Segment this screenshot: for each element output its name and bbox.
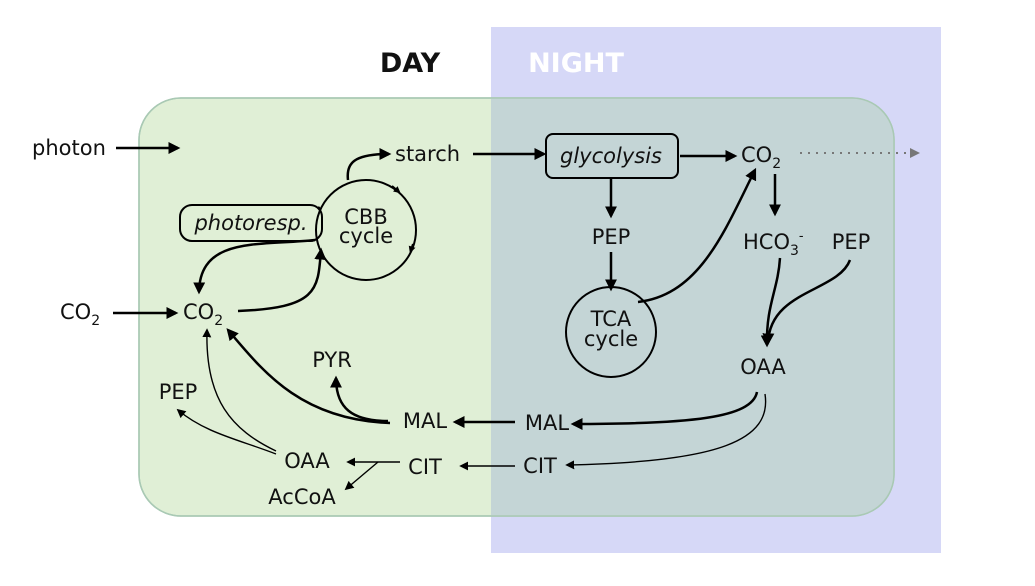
mal-day-label: MAL (403, 409, 447, 433)
arrow-mal-to-pyr (330, 375, 389, 423)
cell-border (138, 97, 895, 517)
arrow-oaa-to-cit-night (565, 393, 767, 470)
mal-night-label: MAL (525, 411, 569, 435)
oaa-day-label: OAA (284, 449, 330, 473)
arrow-photoresp-to-co2 (193, 238, 316, 295)
arrow-mal-to-co2 (226, 328, 391, 425)
pyr-label: PYR (312, 348, 352, 372)
arrow-oaa-to-mal-night (570, 391, 759, 430)
arrow-oaa-to-co2 (202, 328, 277, 452)
pep-night-label: PEP (592, 225, 631, 249)
arrow-cit-to-accoa (344, 461, 379, 491)
night-header: NIGHT (528, 48, 624, 79)
oaa-night-label: OAA (740, 355, 786, 379)
cbb-cycle-circle (315, 179, 417, 281)
cbb-cycle-direction-mark (408, 243, 416, 254)
arrow-oaa-to-pep (176, 408, 277, 455)
pep-day-label: PEP (159, 380, 198, 404)
glycolysis-label: glycolysis (560, 144, 662, 168)
co2-internal-label: CO2 (183, 300, 223, 329)
co2-external-label: CO2 (60, 300, 100, 329)
arrow-co2-to-cbb (237, 247, 327, 313)
accoa-label: AcCoA (268, 485, 336, 509)
day-header: DAY (380, 48, 441, 79)
arrow-pep-to-oaa (762, 259, 852, 346)
tca-cycle-label-line2: cycle (584, 327, 638, 351)
photoresp-label: photoresp. (193, 211, 307, 235)
pep-right-label: PEP (832, 230, 871, 254)
arrow-cbb-to-starch (346, 148, 392, 181)
cit-night-label: CIT (523, 454, 557, 478)
photon-label: photon (32, 136, 106, 160)
co2-night-label: CO2 (741, 143, 781, 172)
arrow-tca-to-co2 (637, 167, 757, 304)
tca-cycle-label-line1: TCA (590, 307, 632, 331)
photoresp-box (179, 204, 323, 242)
arrow-cbb-to-photoresp (317, 206, 321, 210)
hco3-label: HCO3- (743, 229, 804, 259)
starch-label: starch (395, 142, 460, 166)
cell-night-overlap (491, 98, 894, 516)
cbb-cycle-label-line1: CBB (344, 205, 387, 229)
cbb-cycle-label-line2: cycle (339, 224, 393, 248)
cit-day-label: CIT (408, 455, 442, 479)
cbb-cycle-direction-mark (391, 185, 401, 194)
